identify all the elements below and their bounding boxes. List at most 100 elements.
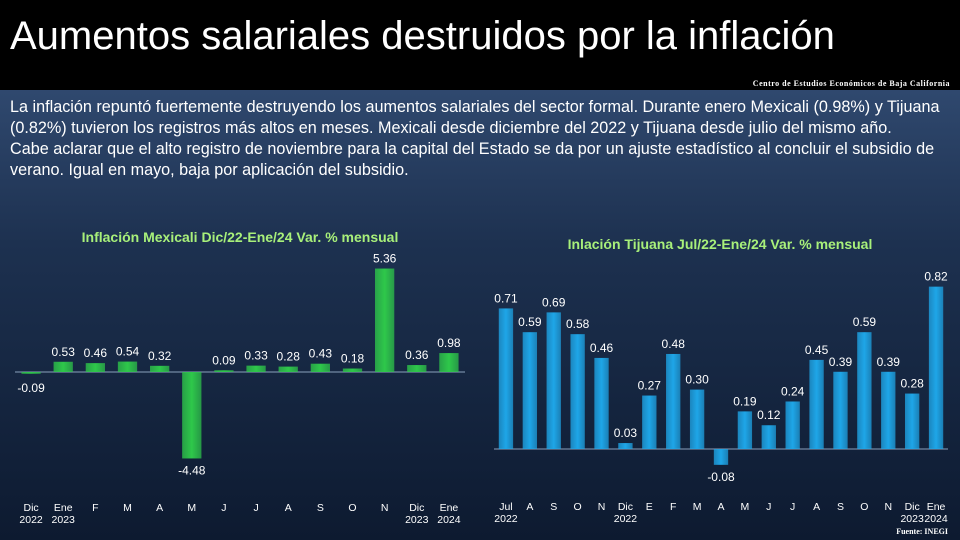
data-label: 0.12 [757,408,781,422]
tick-label: J [253,502,258,514]
data-label: 0.33 [244,349,268,363]
tick-label: J [766,501,771,513]
chart-title: Inflación Mexicali Dic/22-Ene/24 Var. % … [82,229,399,245]
tick-label: J [790,501,795,513]
bar [881,371,896,449]
bar [833,371,848,449]
tick-label: O [574,501,582,513]
tick-label: A [156,502,163,514]
data-label: 0.39 [877,355,901,369]
tick-label-year: 2023 [900,513,924,525]
bar [53,361,73,372]
tick-label: N [884,501,892,513]
bar [689,389,705,449]
tick-label: Ene [54,502,73,514]
tick-label: F [670,501,676,513]
data-label: 0.71 [494,291,518,305]
bar [928,286,944,449]
bar [618,443,633,449]
data-label: 0.24 [781,384,805,398]
bar [594,357,609,449]
tick-label-year: 2022 [494,513,518,525]
summary-paragraph-2: Cabe aclarar que el alto registro de nov… [10,140,935,179]
tick-label: O [348,502,356,514]
tick-label: Ene [927,501,946,513]
tick-label: M [741,501,750,513]
tick-label: N [381,502,389,514]
bar [407,365,427,372]
tick-label: Ene [440,502,459,514]
tick-label: F [92,502,98,514]
bar [310,363,330,372]
data-label: 0.03 [614,426,638,440]
tick-label-year: 2022 [19,514,43,526]
bar [761,425,776,449]
data-label: 0.45 [805,343,829,357]
slide-title: Aumentos salariales destruidos por la in… [10,14,835,58]
bar [737,411,753,449]
tick-label: S [317,502,324,514]
bar [642,395,657,449]
bar [713,449,729,465]
data-label: -0.08 [707,470,735,484]
tick-label-year: 2024 [924,513,948,525]
chart-title: Inlación Tijuana Jul/22-Ene/24 Var. % me… [568,236,873,252]
summary-text: La inflación repuntó fuertemente destruy… [10,97,952,181]
data-label: 0.09 [212,353,236,367]
tick-label: J [221,502,226,514]
bar [439,353,459,372]
tick-label: Dic [905,501,920,513]
bar [809,359,824,449]
bar [546,312,561,449]
tick-label: S [837,501,844,513]
tick-label: S [550,501,557,513]
bar [570,334,585,449]
bar [278,366,298,372]
bar [375,268,395,372]
data-label: 0.54 [116,345,140,359]
bar [117,361,138,372]
bar [666,353,681,449]
data-label: -0.09 [17,381,45,395]
data-label: 0.48 [662,337,686,351]
bar [522,332,538,449]
bar [785,401,800,449]
bar [857,332,872,449]
org-name: Centro de Estudios Económicos de Baja Ca… [752,79,950,88]
data-label: 5.36 [373,252,397,266]
data-label: 0.32 [148,349,172,363]
tick-label: Jul [499,501,512,513]
data-label: 0.46 [84,346,108,360]
data-label: 0.98 [437,336,461,350]
data-label: 0.19 [733,394,757,408]
tick-label: N [598,501,606,513]
data-label: 0.30 [685,373,709,387]
data-label: -4.48 [178,463,206,477]
tick-label: A [285,502,292,514]
tick-label: M [693,501,702,513]
tick-label: Dic [409,502,424,514]
title-bar: Aumentos salariales destruidos por la in… [0,0,960,90]
data-label: 0.46 [590,341,614,355]
data-label: 0.28 [900,377,924,391]
bar [214,370,234,372]
tick-label-year: 2024 [437,514,461,526]
data-label: 0.43 [309,347,333,361]
tick-label: M [123,502,132,514]
data-label: 0.39 [829,355,853,369]
tick-label: E [646,501,653,513]
summary-paragraph-1: La inflación repuntó fuertemente destruy… [10,98,940,137]
tick-label-year: 2023 [405,514,429,526]
data-label: 0.82 [924,270,948,284]
bar [182,372,202,459]
data-label: 0.59 [853,315,877,329]
tick-label: O [860,501,868,513]
tick-label: Dic [618,501,633,513]
tick-label: A [717,501,724,513]
tick-label-year: 2023 [52,514,76,526]
data-label: 0.69 [542,295,566,309]
data-label: 0.58 [566,317,590,331]
source-note: Fuente: INEGI [896,527,948,536]
